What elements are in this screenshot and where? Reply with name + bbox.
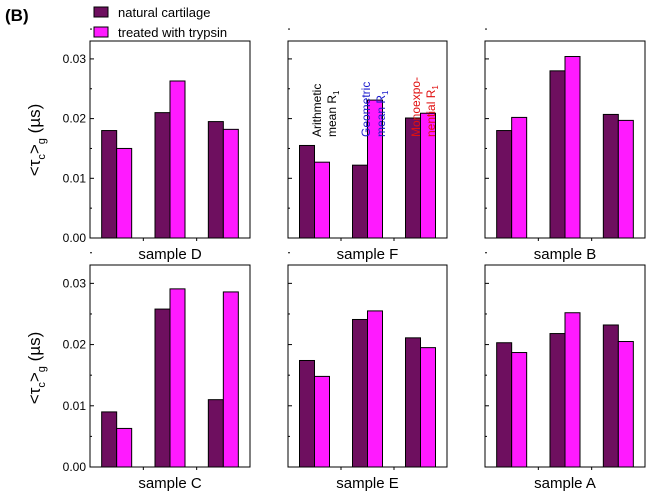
chart-panel-sample-d: 0.00 0.01 0.02 0.03 sample D bbox=[63, 28, 251, 263]
bar-trypsin bbox=[116, 147, 133, 239]
chart-panel-sample-b: sample B bbox=[484, 28, 646, 263]
sample-label: sample A bbox=[534, 475, 596, 492]
bar-natural bbox=[496, 342, 513, 468]
sample-label: sample D bbox=[138, 246, 202, 263]
bar-natural bbox=[299, 359, 315, 468]
legend-label: natural cartilage bbox=[118, 5, 211, 20]
bar-trypsin bbox=[222, 128, 239, 239]
legend-swatch bbox=[93, 26, 109, 38]
bar-trypsin bbox=[314, 161, 330, 239]
bar-trypsin bbox=[314, 375, 330, 468]
sample-label: sample E bbox=[336, 475, 399, 492]
y-tick-label: 0.03 bbox=[63, 52, 87, 66]
legend-item: natural cartilage bbox=[93, 5, 211, 20]
y-tick-label: 0.03 bbox=[63, 276, 87, 290]
bar-natural bbox=[496, 130, 513, 239]
bar-trypsin bbox=[617, 119, 634, 239]
bar-natural bbox=[549, 333, 566, 468]
bar-natural bbox=[207, 399, 224, 468]
sample-label: sample F bbox=[337, 246, 399, 263]
bar-trypsin bbox=[367, 99, 383, 239]
y-tick-label: 0.00 bbox=[63, 231, 87, 245]
sample-label: sample B bbox=[534, 246, 597, 263]
annotation-label: Geometricmean R1 bbox=[359, 82, 390, 137]
bar-natural bbox=[602, 324, 619, 468]
bar-trypsin bbox=[420, 112, 436, 239]
bar-natural bbox=[405, 337, 421, 468]
bar-natural bbox=[101, 130, 118, 239]
panel-label: (B) bbox=[5, 6, 29, 25]
bar-trypsin bbox=[116, 427, 133, 468]
y-axis-label: <τc>g (µs) bbox=[25, 104, 48, 177]
chart-panel-sample-a: sample A bbox=[484, 252, 646, 492]
bar-trypsin bbox=[222, 291, 239, 468]
bar-trypsin bbox=[420, 347, 436, 468]
annotation-label: Arithmeticmean R1 bbox=[310, 84, 341, 137]
bar-natural bbox=[154, 308, 171, 468]
legend-label: treated with trypsin bbox=[118, 25, 227, 40]
y-tick-label: 0.00 bbox=[63, 460, 87, 474]
legend-swatch bbox=[93, 6, 109, 18]
y-axis-label: <τc>g (µs) bbox=[25, 332, 48, 405]
chart-panel-sample-f: sample F bbox=[287, 28, 448, 263]
bar-natural bbox=[352, 318, 368, 468]
bar-trypsin bbox=[564, 56, 581, 239]
bar-trypsin bbox=[169, 80, 186, 239]
bar-natural bbox=[154, 112, 171, 239]
y-tick-label: 0.01 bbox=[63, 399, 87, 413]
sample-label: sample C bbox=[138, 475, 202, 492]
bar-natural bbox=[549, 70, 566, 239]
bar-trypsin bbox=[564, 312, 581, 468]
bar-trypsin bbox=[367, 310, 383, 468]
bar-natural bbox=[299, 144, 315, 239]
bar-trypsin bbox=[511, 352, 528, 468]
bar-natural bbox=[207, 121, 224, 239]
bar-natural bbox=[602, 113, 619, 239]
annotation-label: Monoexpo-nential R1 bbox=[409, 77, 440, 137]
y-tick-label: 0.02 bbox=[63, 112, 87, 126]
y-tick-label: 0.02 bbox=[63, 338, 87, 352]
bar-natural bbox=[352, 164, 368, 239]
y-tick-label: 0.01 bbox=[63, 171, 87, 185]
bar-trypsin bbox=[169, 288, 186, 468]
chart-panel-sample-c: 0.00 0.01 0.02 0.03 sample C bbox=[63, 252, 251, 492]
bar-trypsin bbox=[617, 341, 634, 468]
legend-item: treated with trypsin bbox=[93, 25, 227, 40]
chart-panel-sample-e: sample E bbox=[287, 252, 448, 492]
bar-trypsin bbox=[511, 116, 528, 239]
bar-natural bbox=[101, 411, 118, 468]
